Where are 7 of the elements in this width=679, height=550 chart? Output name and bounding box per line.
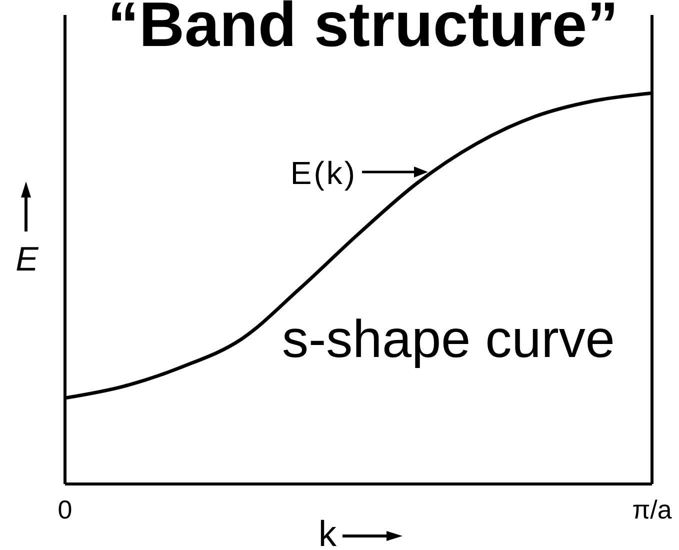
chart-title: “Band structure”: [107, 0, 619, 60]
annotation: s-shape curve: [282, 310, 615, 369]
x-axis-title: k: [318, 513, 338, 550]
x-tick-label: π/a: [632, 494, 672, 524]
x-tick-label: 0: [58, 494, 72, 524]
annotation: E(k): [290, 155, 357, 191]
y-axis-title: E: [16, 240, 39, 278]
